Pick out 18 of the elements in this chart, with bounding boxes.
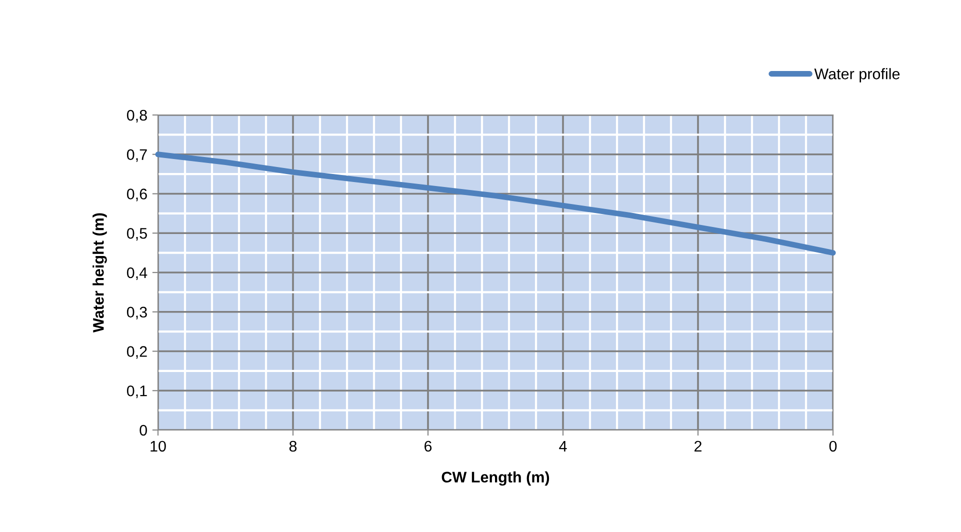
y-tick-label: 0,8 bbox=[126, 110, 147, 122]
y-tick-label: 0,1 bbox=[126, 385, 147, 398]
y-tick-label: 0,2 bbox=[126, 346, 147, 359]
y-tick-label: 0,5 bbox=[126, 228, 147, 241]
x-tick-label: 8 bbox=[289, 440, 297, 452]
legend-label: Water profile bbox=[814, 68, 900, 82]
x-tick-label: 2 bbox=[694, 440, 702, 452]
y-axis-title: Water height (m) bbox=[92, 213, 107, 332]
y-tick-label: 0 bbox=[140, 424, 147, 436]
x-axis-title: CW Length (m) bbox=[442, 471, 550, 486]
x-tick-label: 0 bbox=[829, 440, 837, 452]
x-tick-label: 10 bbox=[150, 440, 166, 452]
x-tick-label: 6 bbox=[424, 440, 432, 452]
y-tick-label: 0,4 bbox=[126, 267, 148, 280]
x-tick-label: 4 bbox=[559, 440, 567, 452]
y-tick-label: 0,6 bbox=[126, 188, 147, 202]
y-tick-label: 0,7 bbox=[126, 149, 147, 162]
y-tick-label: 0,3 bbox=[126, 306, 147, 320]
